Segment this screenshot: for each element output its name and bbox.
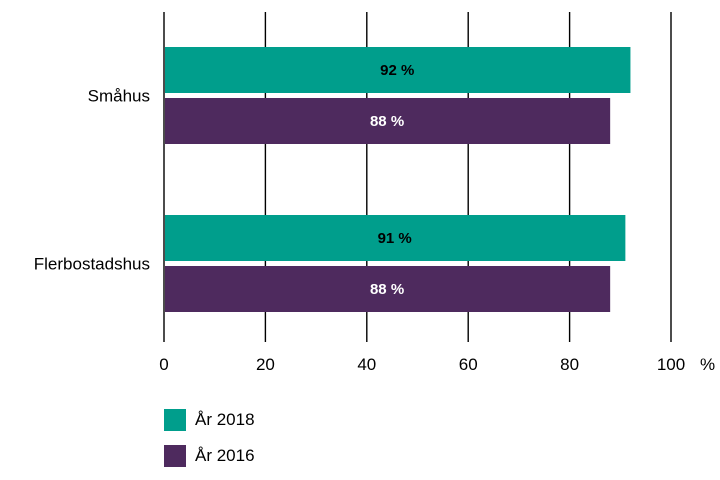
category-labels: Småhus Flerbostadshus <box>34 87 150 274</box>
legend-item-2016: År 2016 <box>164 444 255 468</box>
x-tick-label-0: 0 <box>159 355 168 374</box>
bar-chart: 92 % 88 % 91 % 88 % Småhus Flerbostadshus 0 2… <box>34 12 715 374</box>
bar-label-1-1: 88 % <box>370 281 404 298</box>
category-label-1: Flerbostadshus <box>34 255 150 274</box>
bar-1-0 <box>165 215 626 261</box>
legend-label-2016: År 2016 <box>195 446 255 465</box>
legend-swatch-2016 <box>164 445 186 467</box>
x-tick-label-20: 20 <box>256 355 275 374</box>
x-unit-label: % <box>700 355 715 374</box>
x-tick-labels: 0 20 40 60 80 100 <box>159 355 685 374</box>
legend: År 2018 År 2016 <box>164 408 255 480</box>
x-tick-label-40: 40 <box>357 355 376 374</box>
category-label-0: Småhus <box>88 87 150 106</box>
bar-0-0 <box>165 47 631 93</box>
x-tick-label-60: 60 <box>459 355 478 374</box>
x-tick-label-100: 100 <box>657 355 685 374</box>
bar-label-0-0: 92 % <box>380 62 414 79</box>
bar-label-1-0: 91 % <box>378 230 412 247</box>
legend-item-2018: År 2018 <box>164 408 255 432</box>
bar-1-1 <box>165 266 611 312</box>
bar-0-1 <box>165 98 611 144</box>
legend-label-2018: År 2018 <box>195 410 255 429</box>
legend-swatch-2018 <box>164 409 186 431</box>
bar-label-0-1: 88 % <box>370 113 404 130</box>
x-tick-label-80: 80 <box>560 355 579 374</box>
bars: 92 % 88 % 91 % 88 % <box>165 47 631 312</box>
